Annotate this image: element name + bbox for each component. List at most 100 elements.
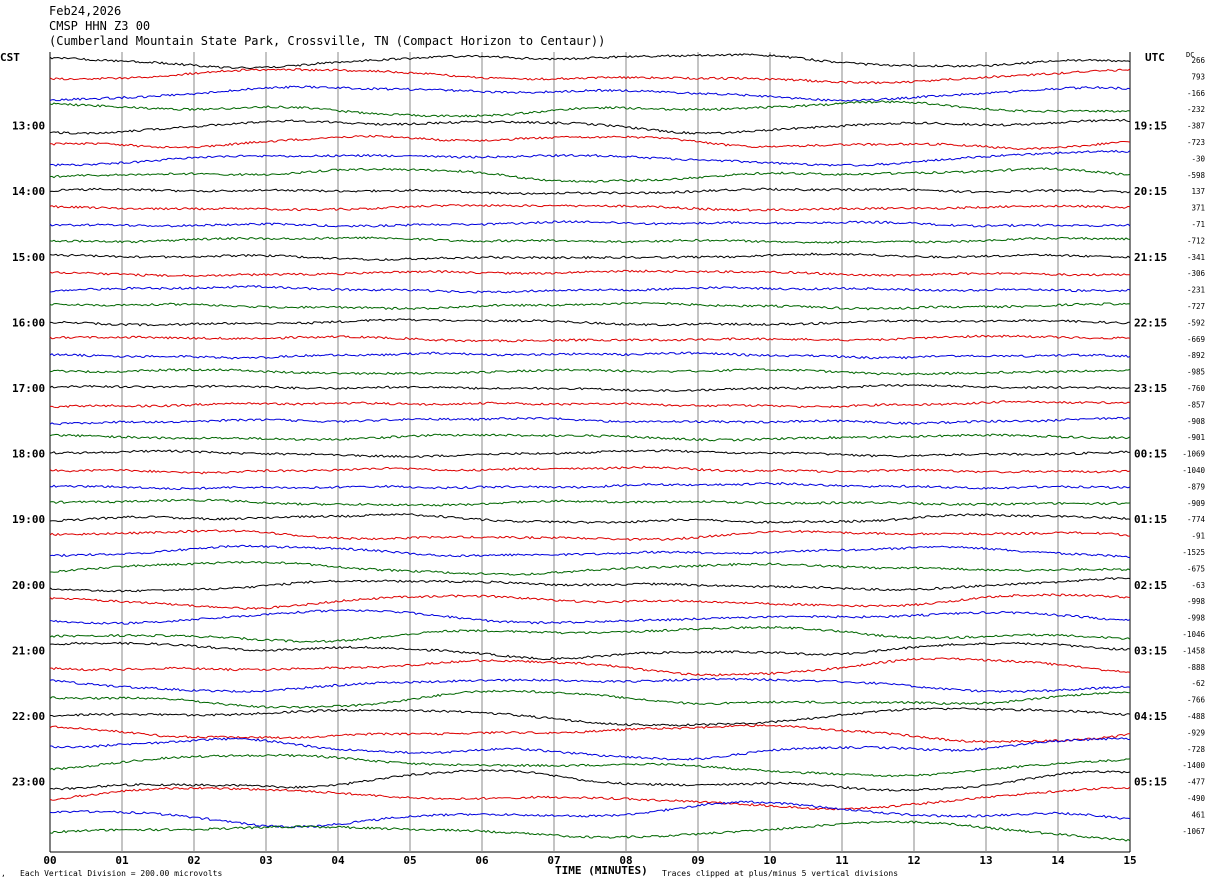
dc-offset-label: -1040	[1182, 466, 1205, 475]
x-tick-label: 04	[331, 854, 345, 867]
plot-date: Feb24,2026	[49, 4, 122, 18]
dc-offset-label: -488	[1187, 712, 1206, 721]
trace-line	[49, 723, 1131, 744]
dc-offset-label: -1525	[1182, 548, 1205, 557]
trace-line	[50, 134, 1131, 151]
dc-offset-label: -490	[1187, 794, 1206, 803]
trace-line	[49, 100, 1131, 118]
utc-time-label: 19:15	[1134, 120, 1167, 133]
trace-line	[50, 560, 1131, 576]
trace-line	[49, 677, 1131, 694]
dc-offset-label: -909	[1187, 499, 1205, 508]
dc-offset-label: -592	[1187, 318, 1205, 327]
trace-line	[49, 593, 1131, 610]
cst-time-label: 19:00	[12, 513, 45, 526]
trace-line	[49, 577, 1131, 593]
dc-offset-label: -71	[1191, 220, 1205, 229]
dc-offset-label: -728	[1187, 745, 1206, 754]
dc-offset-label: -892	[1187, 351, 1205, 360]
trace-line	[49, 334, 1131, 343]
trace-line	[49, 53, 1131, 70]
dc-offset-label: -477	[1187, 778, 1205, 787]
dc-offset-label: -1400	[1182, 761, 1205, 770]
trace-line	[49, 481, 1131, 491]
dc-offset-label: -1046	[1182, 630, 1205, 639]
axis-labels: 13:00 14:00 15:00 16:00 17:00 18:00 19:00 20:00…	[12, 56, 1205, 836]
trace-line	[49, 609, 1131, 625]
trace-line	[50, 737, 1131, 761]
trace-line	[49, 252, 1131, 261]
dc-offset-label: -901	[1187, 433, 1205, 442]
dc-offset-label: -30	[1191, 154, 1205, 163]
x-tick-label: 08	[619, 854, 632, 867]
dc-offset-label: 461	[1191, 810, 1205, 819]
cst-time-label: 21:00	[12, 644, 45, 657]
x-tick-label: 05	[403, 854, 416, 867]
dc-offset-label: -879	[1187, 482, 1205, 491]
trace-line	[49, 820, 1131, 842]
utc-time-label: 22:15	[1134, 316, 1167, 329]
x-tick-label: 07	[547, 854, 560, 867]
cst-time-label: 16:00	[12, 316, 45, 329]
trace-line	[49, 641, 1131, 661]
trace-line	[49, 204, 1131, 212]
utc-time-label: 20:15	[1134, 185, 1167, 198]
x-tick-label: 09	[691, 854, 704, 867]
trace-line	[49, 513, 1131, 525]
trace-line	[49, 302, 1131, 311]
dc-offset-label: -929	[1187, 728, 1205, 737]
x-tick-label: 12	[907, 854, 920, 867]
dc-offset-label: -675	[1187, 564, 1205, 573]
trace-line	[49, 85, 1131, 102]
cst-time-label: 20:00	[12, 579, 45, 592]
dc-offset-label: 266	[1191, 56, 1205, 65]
dc-offset-label: -91	[1191, 532, 1205, 541]
dc-offset-label: -723	[1187, 138, 1205, 147]
x-tick-label: 10	[763, 854, 776, 867]
trace-line	[49, 351, 1131, 360]
dc-offset-label: -166	[1187, 89, 1206, 98]
x-tick-label: 00	[43, 854, 56, 867]
trace-line	[49, 689, 1131, 709]
trace-line	[49, 400, 1131, 409]
utc-time-label: 04:15	[1134, 710, 1167, 723]
trace-line	[50, 707, 1131, 727]
trace-line	[49, 67, 1131, 85]
cst-time-label: 18:00	[12, 448, 45, 461]
dc-offset-label: -62	[1191, 679, 1205, 688]
dc-offset-label: -760	[1187, 384, 1206, 393]
station-code: CMSP HHN Z3 00	[49, 19, 151, 33]
dc-offset-label: 371	[1191, 204, 1205, 213]
x-tick-label: 01	[115, 854, 129, 867]
utc-time-label: 02:15	[1134, 579, 1167, 592]
trace-line	[49, 786, 1131, 811]
trace-line	[49, 187, 1131, 196]
cst-time-label: 22:00	[12, 710, 45, 723]
x-axis-title: TIME (MINUTES)	[555, 864, 648, 877]
trace-line	[49, 625, 1131, 643]
utc-time-label: 21:15	[1134, 251, 1167, 264]
x-tick-label: 02	[187, 854, 200, 867]
trace-line	[49, 416, 1131, 426]
dc-offset-label: -998	[1187, 597, 1206, 606]
dc-offset-label: -857	[1187, 400, 1205, 409]
trace-line	[49, 800, 1131, 829]
x-tick-label: 06	[475, 854, 489, 867]
trace-line	[49, 449, 1131, 458]
dc-offset-label: -908	[1187, 417, 1206, 426]
trace-line	[49, 236, 1131, 245]
dc-offset-label: -1069	[1182, 450, 1205, 459]
dc-column-label: DC	[1186, 51, 1194, 59]
x-tick-label: 15	[1123, 854, 1136, 867]
x-tick-label: 11	[835, 854, 849, 867]
time-grid: 00 01 02 03 04 05 06 07 08 09 10 11 12 13 14 15	[43, 52, 1137, 867]
trace-line	[49, 318, 1131, 327]
x-tick-label: 03	[259, 854, 272, 867]
trace-line	[49, 368, 1131, 376]
dc-offset-label: -998	[1187, 614, 1206, 623]
trace-line	[49, 285, 1131, 294]
trace-line	[49, 498, 1131, 507]
trace-line	[49, 433, 1131, 442]
clipping-note: Traces clipped at plus/minus 5 vertical …	[662, 869, 898, 878]
